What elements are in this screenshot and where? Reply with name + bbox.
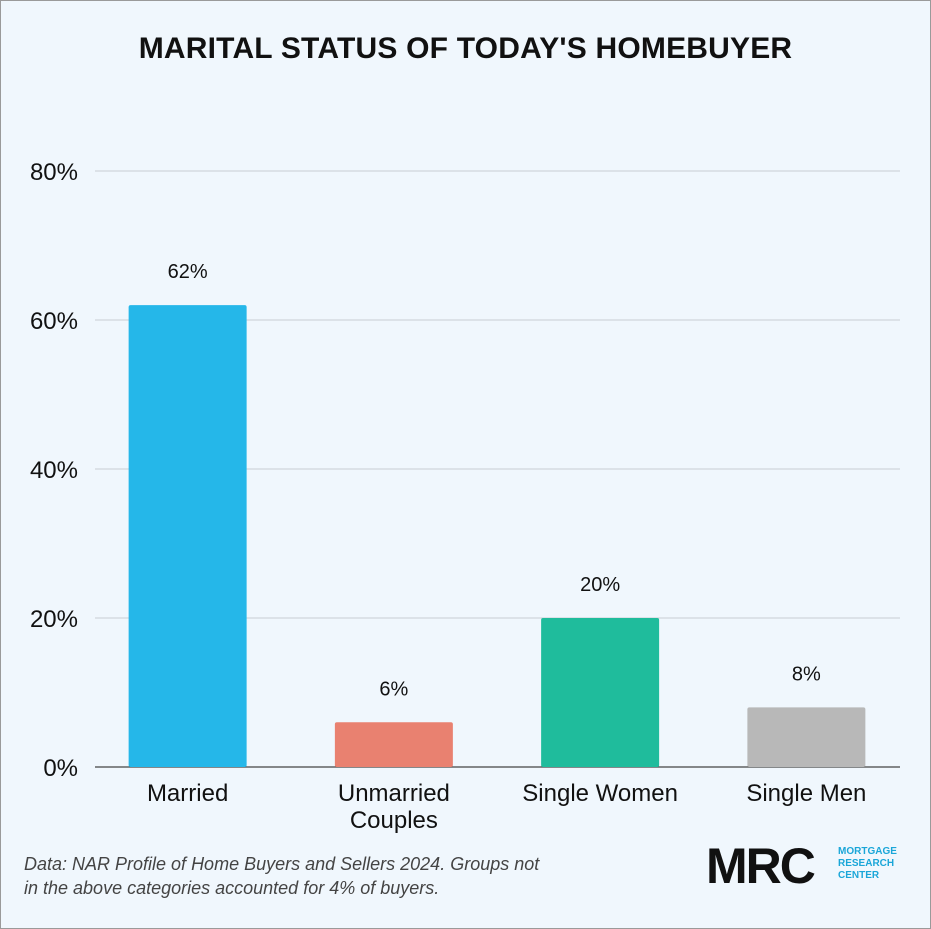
data-label: 20% xyxy=(580,574,620,596)
y-tick-label: 0% xyxy=(43,755,78,782)
source-note-line: Data: NAR Profile of Home Buyers and Sel… xyxy=(24,854,540,874)
data-label: 6% xyxy=(379,678,408,700)
y-tick-label: 20% xyxy=(30,606,78,633)
bar xyxy=(747,707,866,767)
bar xyxy=(128,305,247,767)
bar xyxy=(334,722,453,767)
logo-mark: MRC xyxy=(706,838,816,894)
x-tick-label: Single Women xyxy=(522,780,678,807)
source-note-line: in the above categories accounted for 4%… xyxy=(24,878,440,898)
x-tick-label: Couples xyxy=(350,807,438,834)
logo-word: RESEARCH xyxy=(838,858,895,869)
x-tick-label: Unmarried xyxy=(338,780,450,807)
data-label: 62% xyxy=(168,261,208,283)
x-tick-label: Single Men xyxy=(746,780,866,807)
bar xyxy=(541,618,660,767)
logo-words: MORTGAGE RESEARCH CENTER xyxy=(838,846,897,882)
x-tick-label: Married xyxy=(147,780,228,807)
data-label: 8% xyxy=(792,663,821,685)
y-tick-label: 80% xyxy=(30,159,78,186)
y-tick-label: 60% xyxy=(30,308,78,335)
logo-word: CENTER xyxy=(838,870,880,881)
source-note: Data: NAR Profile of Home Buyers and Sel… xyxy=(24,852,644,900)
y-tick-label: 40% xyxy=(30,457,78,484)
chart-title: MARITAL STATUS OF TODAY'S HOMEBUYER xyxy=(138,32,793,65)
logo-word: MORTGAGE xyxy=(838,846,897,857)
